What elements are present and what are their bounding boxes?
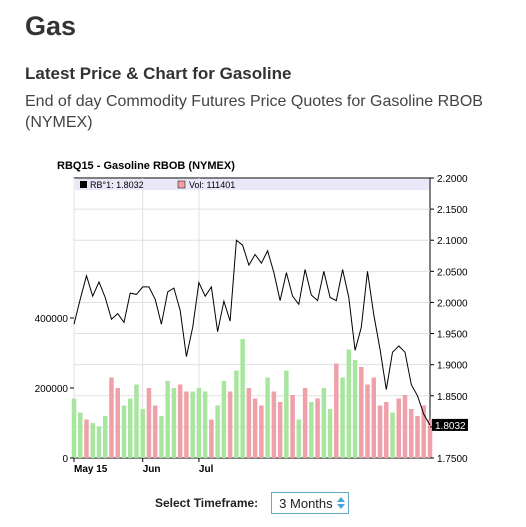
- volume-bar: [171, 388, 177, 458]
- chart-title: RBQ15 - Gasoline RBOB (NYMEX): [57, 160, 235, 172]
- page-title: Gas: [25, 11, 77, 41]
- volume-bar: [409, 409, 414, 458]
- volume-bar: [396, 398, 402, 458]
- volume-bar: [246, 388, 252, 458]
- volume-bar: [290, 395, 295, 458]
- price-chart: RBQ15 - Gasoline RBOB (NYMEX) RB°1: 1.803…: [0, 150, 526, 485]
- volume-bar: [427, 419, 433, 458]
- legend-band: [75, 179, 429, 190]
- volume-bar: [252, 398, 258, 458]
- volume-bar: [96, 426, 102, 458]
- price-tick-label: 1.9000: [437, 361, 468, 372]
- volume-bar: [277, 402, 283, 458]
- pink-square-icon: [177, 180, 186, 189]
- page-description: End of day Commodity Futures Price Quote…: [25, 93, 483, 131]
- timeframe-label: Select Timeframe:: [155, 496, 259, 510]
- x-tick-label: Jun: [143, 464, 161, 475]
- volume-bar: [109, 377, 114, 458]
- page-subtitle: Latest Price & Chart for Gasoline: [25, 64, 292, 83]
- volume-bar: [146, 388, 152, 458]
- volume-bar: [215, 405, 220, 458]
- volume-bar: [284, 370, 289, 458]
- timeframe-selector: Select Timeframe: 3 Months: [155, 492, 350, 514]
- volume-tick-label: 400000: [35, 314, 69, 325]
- volume-bar: [302, 388, 308, 458]
- volume-bar: [315, 398, 320, 458]
- plot-frame: [73, 177, 431, 459]
- volume-bar: [415, 416, 420, 458]
- volume-bar: [346, 349, 352, 458]
- volume-bar: [327, 409, 333, 458]
- volume-bar: [365, 384, 370, 458]
- price-tick-label: 2.2000: [437, 174, 468, 185]
- volume-bar: [196, 388, 202, 458]
- price-tick-label: 2.1000: [437, 236, 468, 247]
- legend-price: RB°1: 1.8032: [90, 180, 144, 190]
- timeframe-selected-value: 3 Months: [279, 495, 333, 511]
- up-down-arrows-icon: [337, 496, 346, 510]
- last-price-label: 1.8032: [435, 421, 466, 432]
- volume-bar: [240, 339, 245, 458]
- timeframe-select[interactable]: 3 Months: [271, 492, 350, 514]
- volume-bar: [165, 381, 170, 458]
- price-tick-label: 1.9500: [437, 330, 468, 341]
- price-tick-label: 2.0500: [437, 267, 468, 278]
- volume-bar: [340, 377, 345, 458]
- volume-bar: [152, 405, 158, 458]
- volume-bar: [309, 402, 314, 458]
- price-tick-label: 2.1500: [437, 205, 468, 216]
- black-square-icon: [80, 181, 87, 188]
- volume-bar: [134, 384, 139, 458]
- volume-bar: [140, 409, 145, 458]
- price-tick-label: 1.8500: [437, 392, 468, 403]
- x-tick-label: May 15: [74, 464, 108, 475]
- last-price-marker: [432, 418, 468, 431]
- volume-bar: [271, 391, 277, 458]
- volume-bar: [371, 377, 377, 458]
- volume-bar: [377, 405, 383, 458]
- price-line: [73, 239, 431, 426]
- volume-bar: [71, 398, 77, 458]
- volume-bar: [159, 416, 164, 458]
- volume-bar: [90, 423, 95, 458]
- price-tick-label: 2.0000: [437, 298, 468, 309]
- volume-bar: [402, 395, 408, 458]
- volume-bar: [121, 405, 127, 458]
- volume-bar: [384, 402, 389, 458]
- volume-bar: [421, 405, 427, 458]
- volume-bar: [190, 391, 195, 458]
- volume-bar: [84, 419, 89, 458]
- volume-bar: [296, 419, 302, 458]
- volume-bar: [259, 405, 264, 458]
- volume-bar: [359, 367, 364, 458]
- volume-bar: [127, 398, 133, 458]
- volume-bar: [209, 419, 214, 458]
- volume-bar: [221, 381, 227, 458]
- volume-bar: [334, 363, 339, 458]
- volume-bar: [115, 388, 120, 458]
- price-tick-label: 1.7500: [437, 454, 468, 465]
- volume-tick-label: 0: [62, 454, 68, 465]
- volume-bar: [227, 391, 233, 458]
- volume-bar: [321, 388, 327, 458]
- x-tick-label: Jul: [199, 464, 214, 475]
- chart-svg: RBQ15 - Gasoline RBOB (NYMEX) RB°1: 1.803…: [35, 160, 468, 475]
- volume-bar: [184, 391, 189, 458]
- volume-bar: [265, 377, 270, 458]
- volume-bar: [77, 412, 83, 458]
- volume-bar: [390, 412, 395, 458]
- volume-bar: [177, 384, 183, 458]
- volume-bar: [202, 391, 208, 458]
- volume-bar: [102, 416, 108, 458]
- volume-bar: [234, 370, 239, 458]
- volume-bar: [352, 360, 358, 458]
- volume-tick-label: 200000: [35, 384, 69, 395]
- legend-volume: Vol: 111401: [189, 180, 235, 190]
